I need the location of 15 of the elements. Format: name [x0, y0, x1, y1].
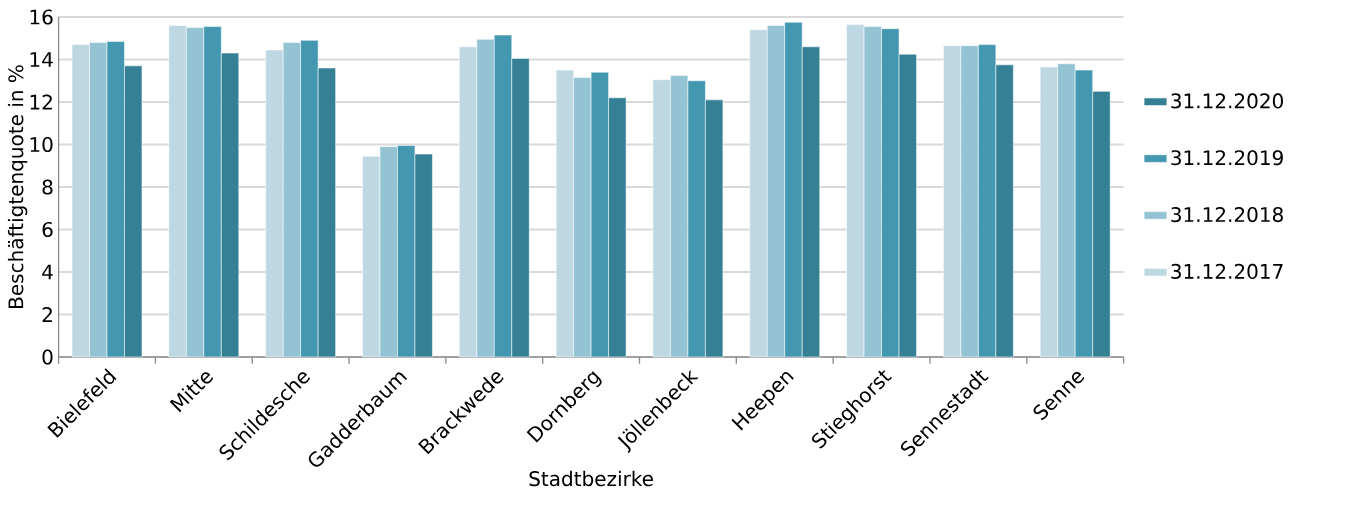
y-tick-label: 10	[30, 136, 53, 153]
legend-label: 31.12.2017	[1171, 263, 1283, 279]
y-axis-title: Beschäftigtenquote in %	[7, 65, 28, 308]
y-tick-label: 0	[42, 349, 53, 365]
legend-label: 31.12.2018	[1171, 207, 1283, 223]
x-axis-title: Stadtbezirke	[529, 470, 653, 487]
y-tick-label: 14	[30, 52, 53, 67]
y-tick-label: 4	[42, 264, 53, 280]
y-tick-label: 12	[30, 94, 52, 110]
y-tick-label: 16	[30, 9, 53, 25]
legend-label: 31.12.2019	[1171, 150, 1283, 166]
y-tick-label: 2	[42, 307, 52, 322]
legend-label: 31.12.2020	[1171, 93, 1283, 109]
y-tick-label: 8	[42, 179, 53, 195]
y-tick-label: 6	[42, 221, 53, 238]
